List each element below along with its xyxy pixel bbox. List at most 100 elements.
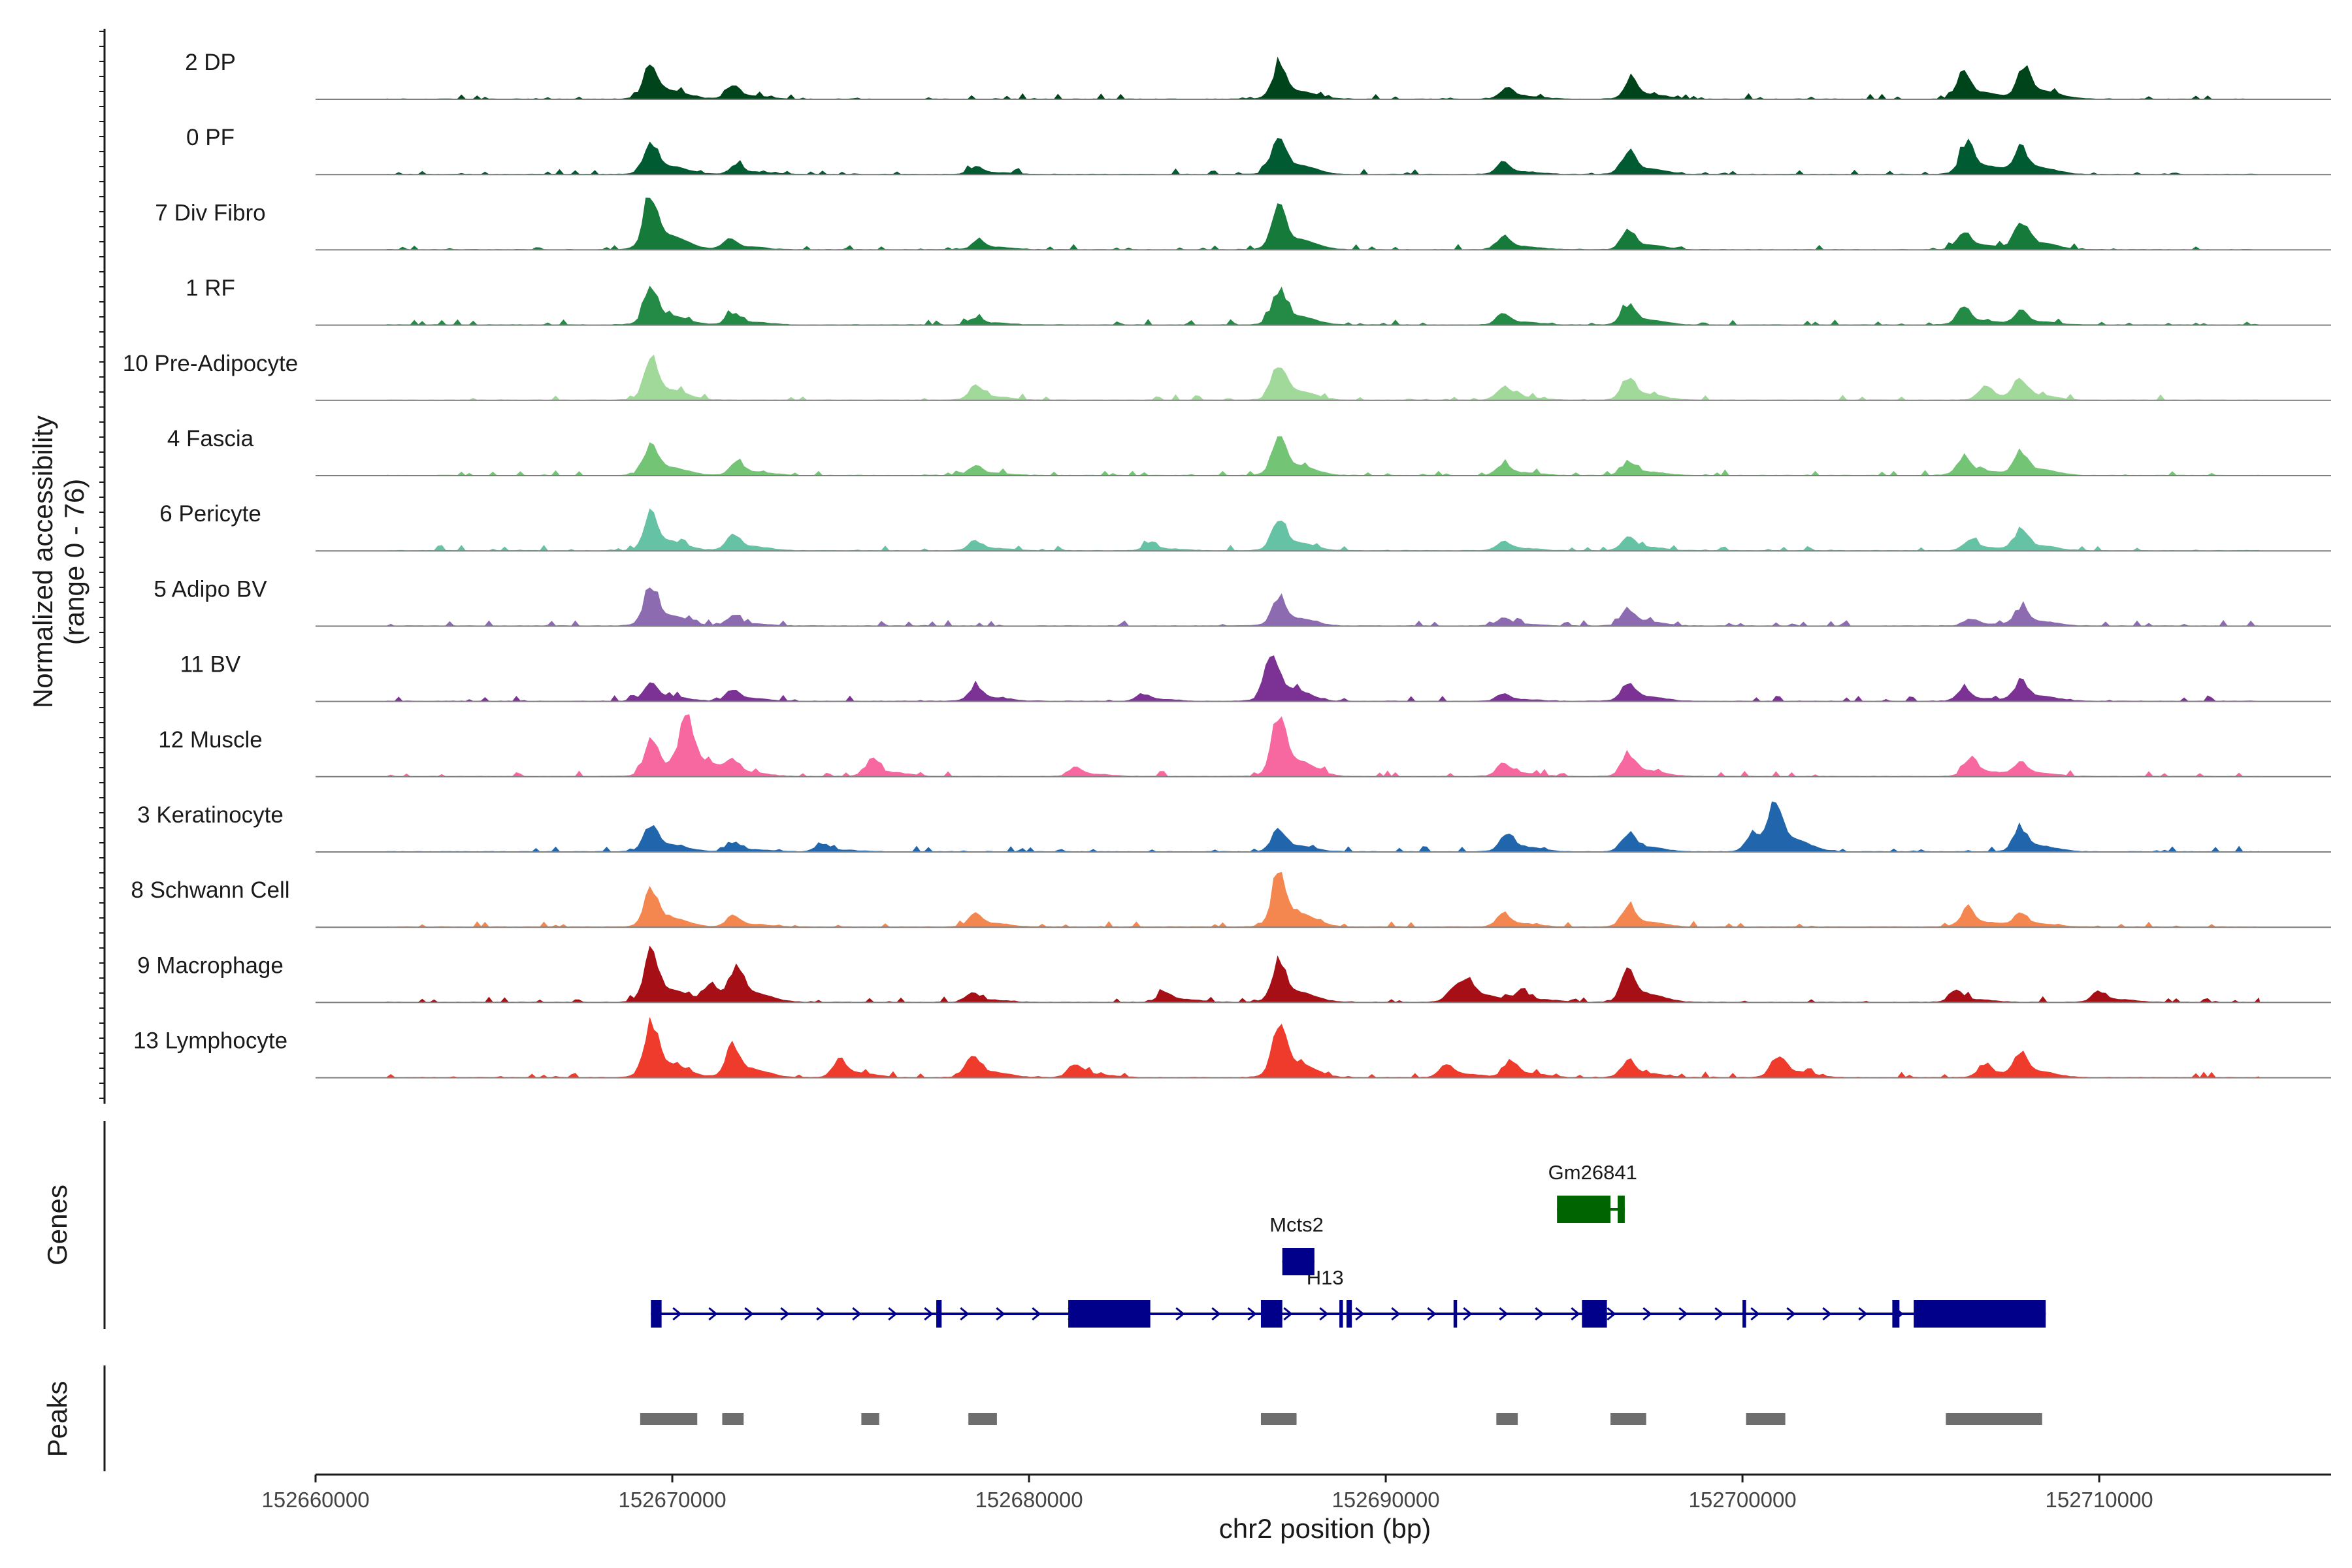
gene-exon — [936, 1300, 942, 1328]
strand-arrow-icon — [1211, 1307, 1221, 1321]
strand-arrow-icon — [816, 1307, 826, 1321]
gene-mcts2: Mcts2 — [1269, 1213, 1324, 1275]
x-axis: 152660000 152670000 152680000 152690000 1527… — [261, 1473, 2331, 1512]
coverage-area — [386, 1017, 2261, 1079]
track-1-rf: 1 RF — [186, 276, 2331, 326]
y-axis-title-line2: (range 0 - 76) — [59, 479, 90, 645]
strand-arrow-icon — [1786, 1307, 1796, 1321]
track-2-dp: 2 DP — [185, 50, 2331, 100]
strand-arrow-icon — [1535, 1307, 1544, 1321]
coverage-area — [386, 436, 2261, 476]
strand-arrow-icon — [1714, 1307, 1724, 1321]
peaks-panel-title: Peaks — [42, 1381, 73, 1458]
strand-arrow-icon — [1607, 1307, 1616, 1321]
x-tick-label: 152660000 — [261, 1488, 369, 1512]
gene-exon — [1914, 1300, 2046, 1328]
gene-h13: H13 — [651, 1266, 2046, 1328]
gene-label: Gm26841 — [1548, 1161, 1637, 1184]
track-6-pericyte: 6 Pericyte — [159, 501, 2331, 552]
genes-panel-title: Genes — [42, 1184, 73, 1266]
track-label: 10 Pre-Adipocyte — [123, 351, 298, 376]
x-tick-label: 152670000 — [618, 1488, 726, 1512]
strand-arrow-icon — [888, 1307, 898, 1321]
coverage-area — [386, 354, 2260, 401]
gene-exon — [1453, 1300, 1458, 1328]
x-tick-label: 152710000 — [2045, 1488, 2153, 1512]
strand-arrow-icon — [1642, 1307, 1652, 1321]
track-4-fascia: 4 Fascia — [167, 426, 2331, 476]
strand-arrow-icon — [780, 1307, 790, 1321]
strand-arrow-icon — [1750, 1307, 1760, 1321]
track-7-div-fibro: 7 Div Fibro — [155, 197, 2331, 251]
strand-arrow-icon — [1822, 1307, 1832, 1321]
track-8-schwann-cell: 8 Schwann Cell — [131, 872, 2331, 928]
track-5-adipo-bv: 5 Adipo BV — [154, 576, 2331, 627]
gene-exon — [1892, 1300, 1900, 1328]
track-0-pf: 0 PF — [186, 125, 2331, 176]
coverage-area — [386, 197, 2260, 250]
x-axis-title: chr2 position (bp) — [1219, 1513, 1431, 1544]
coverage-area — [386, 508, 2261, 551]
gene-gm26841: Gm26841 — [1548, 1161, 1637, 1223]
coverage-area — [386, 286, 2260, 326]
strand-arrow-icon — [852, 1307, 862, 1321]
peak-region — [722, 1413, 744, 1425]
gene-exon — [1068, 1300, 1151, 1328]
gene-exon — [1260, 1300, 1282, 1328]
gene-exon — [1346, 1300, 1352, 1328]
strand-arrow-icon — [672, 1307, 682, 1321]
track-label: 11 BV — [180, 652, 241, 678]
track-11-bv: 11 BV — [180, 652, 2331, 702]
gene-exon — [1282, 1248, 1315, 1275]
gene-annotation-track: H13 Mcts2 Gm26841 — [103, 1121, 2046, 1329]
strand-arrow-icon — [1427, 1307, 1437, 1321]
track-12-muscle: 12 Muscle — [158, 714, 2331, 777]
x-tick-label: 152690000 — [1331, 1488, 1439, 1512]
track-13-lymphocyte: 13 Lymphocyte — [133, 1017, 2331, 1079]
peak-region — [640, 1413, 698, 1425]
strand-arrow-icon — [1355, 1307, 1365, 1321]
track-label: 8 Schwann Cell — [131, 877, 289, 903]
peak-region — [968, 1413, 997, 1425]
peak-region — [861, 1413, 879, 1425]
x-tick-label: 152700000 — [1688, 1488, 1796, 1512]
track-label: 2 DP — [185, 50, 236, 75]
track-label: 5 Adipo BV — [154, 576, 267, 602]
strand-arrow-icon — [1247, 1307, 1257, 1321]
strand-arrow-icon — [960, 1307, 970, 1321]
gene-exon — [1557, 1196, 1611, 1223]
gene-label: Mcts2 — [1269, 1213, 1324, 1236]
strand-arrow-icon — [744, 1307, 754, 1321]
coverage-area — [386, 872, 2260, 928]
gene-exon — [1742, 1300, 1746, 1328]
strand-arrow-icon — [996, 1307, 1005, 1321]
strand-arrow-icon — [1678, 1307, 1688, 1321]
track-9-macrophage: 9 Macrophage — [137, 945, 2331, 1004]
strand-arrow-icon — [708, 1307, 718, 1321]
track-label: 13 Lymphocyte — [133, 1028, 287, 1054]
gene-exon — [1617, 1196, 1625, 1223]
coverage-area — [386, 655, 2260, 702]
strand-arrow-icon — [1175, 1307, 1185, 1321]
coverage-area — [386, 714, 2260, 777]
x-tick-label: 152680000 — [975, 1488, 1083, 1512]
strand-arrow-icon — [1391, 1307, 1401, 1321]
track-3-keratinocyte: 3 Keratinocyte — [137, 801, 2331, 853]
peaks-track — [103, 1365, 2042, 1471]
track-label: 12 Muscle — [158, 727, 263, 753]
coverage-area — [386, 587, 2260, 627]
track-label: 4 Fascia — [167, 426, 254, 451]
strand-arrow-icon — [1499, 1307, 1509, 1321]
peak-region — [1496, 1413, 1518, 1425]
gene-exon — [651, 1300, 662, 1328]
track-label: 9 Macrophage — [137, 953, 284, 978]
coverage-area — [386, 801, 2261, 853]
strand-arrow-icon — [1319, 1307, 1329, 1321]
strand-arrow-icon — [924, 1307, 934, 1321]
track-label: 1 RF — [186, 276, 235, 301]
track-label: 0 PF — [186, 125, 235, 150]
strand-arrow-icon — [1571, 1307, 1580, 1321]
peak-region — [1260, 1413, 1297, 1425]
track-label: 3 Keratinocyte — [137, 802, 284, 828]
